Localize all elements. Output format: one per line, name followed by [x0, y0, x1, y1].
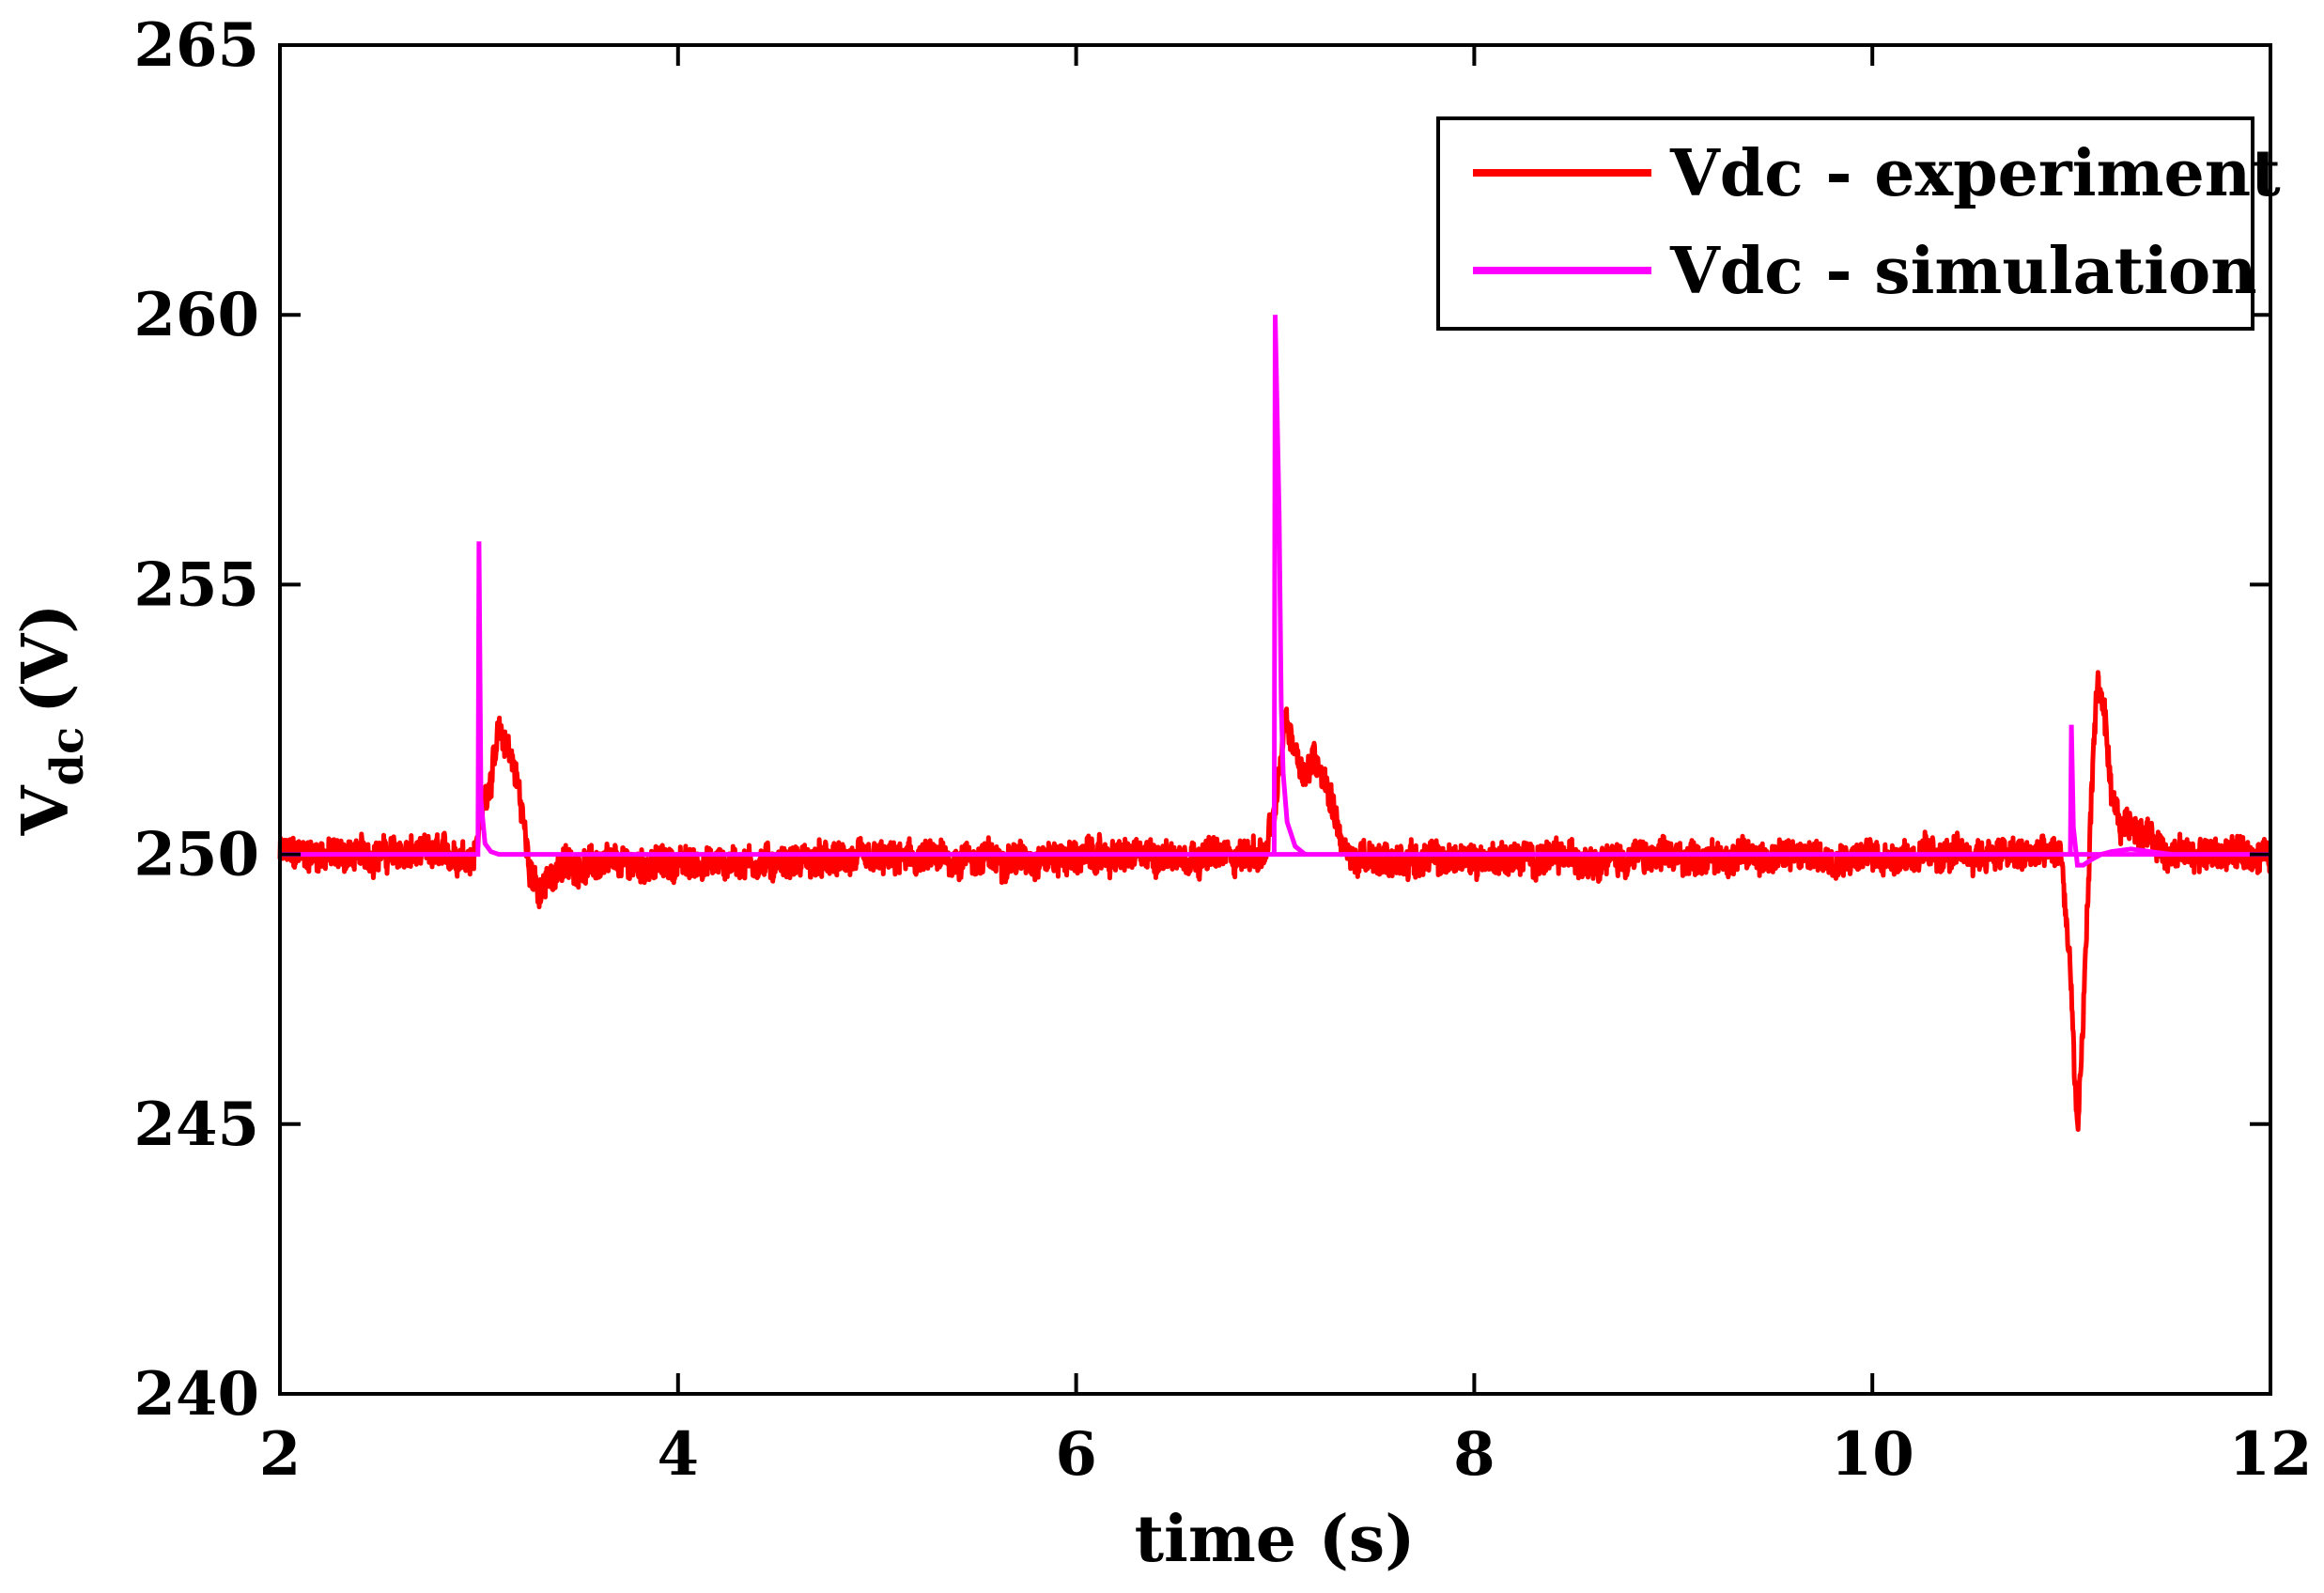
- y-tick-label: 245: [133, 1090, 259, 1160]
- legend-label-simulation: Vdc - simulation: [1669, 234, 2257, 309]
- axis-ticks: [278, 43, 2272, 1396]
- legend: Vdc - experiment Vdc - simulation: [1436, 116, 2281, 331]
- legend-box: [1436, 116, 2254, 331]
- y-tick-label: 260: [133, 280, 259, 350]
- x-tick-label: 10: [1831, 1419, 1914, 1490]
- x-tick-label: 12: [2228, 1419, 2312, 1490]
- y-axis-label-main: V: [8, 784, 84, 836]
- series-simulation-line: [280, 541, 2270, 858]
- series-simulation-spike-2: [1271, 315, 1307, 857]
- x-tick-label: 4: [658, 1419, 700, 1490]
- x-tick-label: 6: [1055, 1419, 1097, 1490]
- y-axis-label: Vdc (V): [8, 604, 94, 837]
- y-tick-label: 265: [133, 10, 259, 81]
- y-tick-label: 255: [133, 549, 259, 620]
- legend-label-experiment: Vdc - experiment: [1669, 136, 2281, 211]
- y-tick-label: 240: [133, 1359, 259, 1430]
- x-tick-label: 2: [259, 1419, 302, 1490]
- plot-data: [277, 315, 2273, 1132]
- y-tick-label: 250: [133, 820, 259, 890]
- y-axis-label-unit: (V): [8, 604, 84, 714]
- plot-frame: [278, 43, 2272, 1396]
- x-axis-label: time (s): [1135, 1502, 1416, 1577]
- x-tick-label: 8: [1453, 1419, 1495, 1490]
- axis-tick-labels: 2 4 6 8 10 12 240 245 250 255 260 265: [133, 10, 2312, 1490]
- series-simulation-spike-3: [2068, 724, 2172, 868]
- y-axis-label-sub: dc: [41, 727, 94, 786]
